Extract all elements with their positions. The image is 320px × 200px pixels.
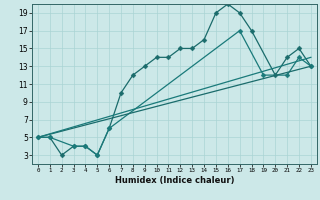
X-axis label: Humidex (Indice chaleur): Humidex (Indice chaleur) — [115, 176, 234, 185]
